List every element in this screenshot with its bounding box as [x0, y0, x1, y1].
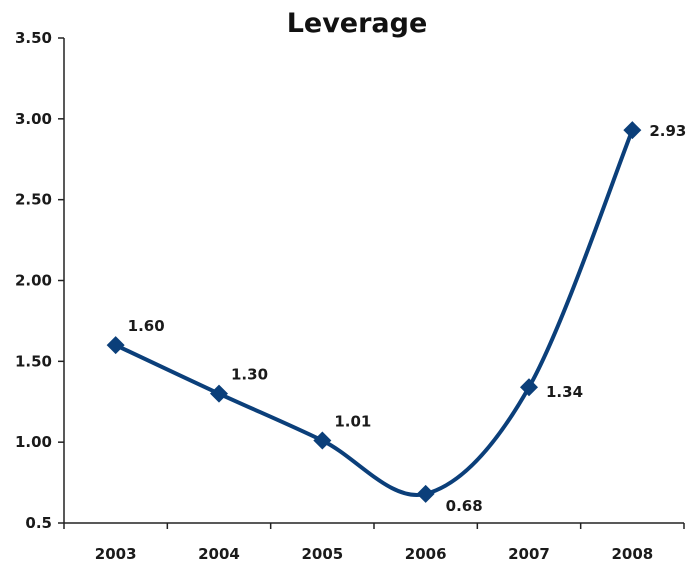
y-tick-label: 3.00: [15, 110, 52, 128]
x-tick-label: 2006: [405, 545, 447, 563]
series-layer: [113, 128, 635, 498]
y-tick-label: 3.50: [15, 29, 52, 47]
x-tick-label: 2007: [508, 545, 550, 563]
y-tick-label: 1.00: [15, 433, 52, 451]
data-point-marker: [106, 336, 125, 355]
y-tick-label: 2.00: [15, 272, 52, 290]
data-label: 2.93: [649, 122, 686, 140]
data-point-marker: [623, 121, 642, 140]
y-tick-label: 0.5: [25, 514, 52, 532]
y-axis-ticks: 0.5 1.00 1.50 2.00 2.50 3.00 3.50: [15, 29, 64, 532]
data-point-marker: [210, 384, 228, 403]
data-label: 1.01: [334, 413, 371, 431]
data-label: 1.30: [231, 366, 268, 384]
y-tick-label: 2.50: [15, 191, 52, 209]
data-label-layer: 1.60 1.30 1.01 0.68 1.34 2.93: [128, 122, 687, 515]
series-line: [113, 128, 635, 498]
marker-layer: [106, 121, 642, 503]
x-axis-ticks: 2003 2004 2005 2006 2007 2008: [63, 523, 685, 563]
x-tick-label: 2005: [301, 545, 343, 563]
data-point-marker: [416, 484, 435, 503]
axes: [63, 38, 684, 524]
data-label: 1.60: [128, 317, 165, 335]
data-point-marker: [520, 378, 538, 397]
data-point-marker: [313, 431, 332, 450]
y-tick-label: 1.50: [15, 352, 52, 370]
data-label: 1.34: [546, 383, 583, 401]
x-tick-label: 2003: [95, 545, 137, 563]
x-tick-label: 2004: [198, 545, 240, 563]
chart-title: Leverage: [287, 8, 428, 39]
x-tick-label: 2008: [611, 545, 653, 563]
data-label: 0.68: [446, 497, 483, 515]
